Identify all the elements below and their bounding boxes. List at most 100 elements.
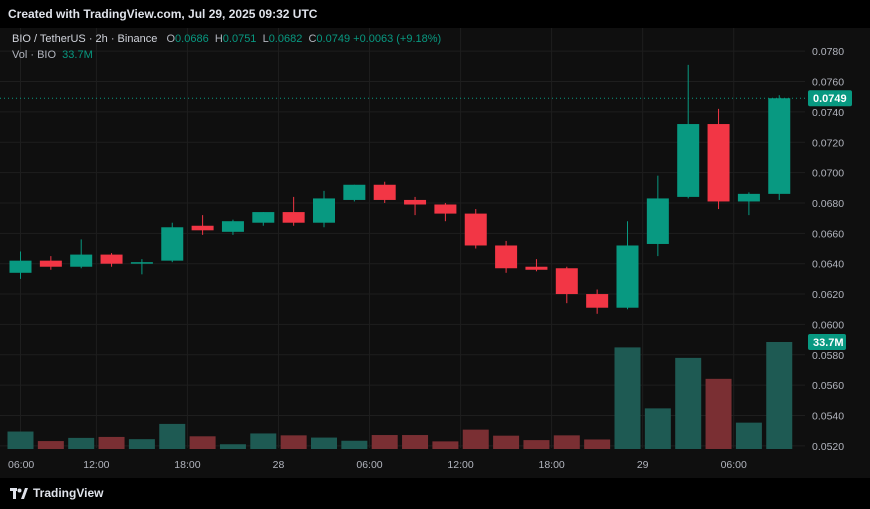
price-tick-label: 0.0600 bbox=[812, 319, 844, 331]
volume-bar bbox=[735, 422, 762, 449]
time-tick-label: 18:00 bbox=[174, 459, 200, 471]
time-tick-label: 12:00 bbox=[447, 459, 473, 471]
last-price-tag bbox=[808, 90, 852, 107]
volume-bar bbox=[37, 441, 64, 449]
volume-bar bbox=[280, 435, 307, 449]
price-tick-label: 0.0580 bbox=[812, 350, 844, 362]
price-tick-label: 0.0740 bbox=[812, 107, 844, 119]
candle-body bbox=[373, 184, 396, 200]
candle-body bbox=[130, 262, 153, 264]
candle-body bbox=[343, 184, 366, 200]
created-with-text: Created with TradingView.com, Jul 29, 20… bbox=[8, 7, 318, 21]
candle-body bbox=[9, 260, 32, 273]
time-tick-label: 18:00 bbox=[538, 459, 564, 471]
volume-bar bbox=[219, 444, 246, 449]
volume-bar bbox=[584, 439, 611, 449]
candle-body bbox=[464, 213, 487, 246]
volume-bar bbox=[402, 435, 429, 449]
candle-body bbox=[252, 212, 275, 223]
ohlc-legend: BIO / TetherUS · 2h · Binance O0.0686 H0… bbox=[12, 33, 441, 45]
top-bar: Created with TradingView.com, Jul 29, 20… bbox=[0, 0, 870, 28]
last-price-tag-text: 0.0749 bbox=[813, 93, 847, 105]
volume-bar bbox=[98, 436, 125, 449]
candle-body bbox=[525, 266, 548, 270]
time-tick-label: 28 bbox=[273, 459, 285, 471]
candle-body bbox=[646, 198, 669, 244]
time-tick-label: 12:00 bbox=[83, 459, 109, 471]
time-tick-label: 06:00 bbox=[356, 459, 382, 471]
price-tick-label: 0.0520 bbox=[812, 441, 844, 453]
candle-body bbox=[221, 221, 244, 232]
volume-bar bbox=[553, 435, 580, 449]
close-value: 0.0749 bbox=[316, 33, 351, 45]
candle-body bbox=[677, 124, 700, 197]
low-label: L bbox=[262, 33, 269, 45]
candle-body bbox=[768, 98, 791, 194]
price-chart[interactable]: 0.0520 0.0540 0.0560 0.0580 0.0600 0.0620 0.06… bbox=[0, 28, 870, 478]
volume-bar bbox=[7, 431, 34, 449]
price-tick-label: 0.0540 bbox=[812, 410, 844, 422]
volume-bar bbox=[250, 433, 277, 449]
volume-label: Vol · BIO bbox=[12, 49, 57, 61]
high-label: H bbox=[214, 33, 223, 45]
volume-bar bbox=[341, 440, 368, 449]
volume-bar bbox=[614, 347, 641, 449]
price-tick-label: 0.0620 bbox=[812, 289, 844, 301]
volume-bar bbox=[766, 342, 793, 449]
candle-body bbox=[707, 124, 730, 202]
price-tick-label: 0.0660 bbox=[812, 228, 844, 240]
volume-bar bbox=[371, 435, 398, 449]
volume-bar bbox=[675, 357, 702, 449]
volume-bar bbox=[68, 437, 95, 449]
candle-body bbox=[282, 212, 305, 223]
volume-bar bbox=[493, 435, 520, 449]
candle-body bbox=[39, 260, 62, 267]
volume-tag-text: 33.7M bbox=[813, 337, 844, 349]
symbol-label: BIO / TetherUS · 2h · Binance bbox=[12, 33, 158, 45]
volume-bar bbox=[523, 440, 550, 449]
volume-tag bbox=[808, 334, 846, 350]
volume-bar bbox=[128, 439, 155, 449]
open-label: O bbox=[166, 33, 176, 45]
grid bbox=[0, 28, 805, 448]
time-tick-label: 06:00 bbox=[8, 459, 34, 471]
price-tick-label: 0.0560 bbox=[812, 380, 844, 392]
candle-body bbox=[100, 254, 123, 264]
low-value: 0.0682 bbox=[268, 33, 303, 45]
volume-bar bbox=[159, 423, 186, 449]
volume-bar bbox=[462, 429, 489, 449]
price-tick-label: 0.0640 bbox=[812, 259, 844, 271]
close-label: C bbox=[308, 33, 317, 45]
tradingview-logo[interactable]: TradingView bbox=[10, 486, 103, 500]
candle-body bbox=[404, 199, 427, 205]
candle-body bbox=[161, 227, 184, 261]
volume-legend: Vol · BIO 33.7M bbox=[12, 49, 93, 61]
price-tick-label: 0.0720 bbox=[812, 137, 844, 149]
candle-body bbox=[434, 204, 457, 214]
price-tick-label: 0.0680 bbox=[812, 198, 844, 210]
candle-body bbox=[586, 294, 609, 308]
open-value: 0.0686 bbox=[175, 33, 209, 45]
price-tick-label: 0.0780 bbox=[812, 46, 844, 58]
candle-body bbox=[313, 198, 335, 223]
price-tick-label: 0.0760 bbox=[812, 77, 844, 89]
time-tick-label: 29 bbox=[637, 459, 649, 471]
candle-body bbox=[555, 268, 578, 295]
volume-value: 33.7M bbox=[62, 49, 93, 61]
tradingview-logo-icon bbox=[10, 487, 28, 499]
volume-bar bbox=[189, 436, 216, 449]
change-value: +0.0063 (+9.18%) bbox=[353, 33, 442, 45]
candle-body bbox=[70, 254, 93, 267]
bottom-bar bbox=[0, 478, 870, 509]
volume-bar bbox=[705, 378, 732, 449]
candle-body bbox=[737, 193, 760, 202]
volume-bar bbox=[644, 408, 671, 449]
volume-bar bbox=[311, 437, 337, 449]
high-value: 0.0751 bbox=[222, 33, 257, 45]
price-tick-label: 0.0700 bbox=[812, 168, 844, 180]
candle-body bbox=[616, 245, 639, 308]
candle-body bbox=[191, 225, 214, 231]
candle-body bbox=[495, 245, 518, 269]
time-tick-label: 06:00 bbox=[721, 459, 747, 471]
